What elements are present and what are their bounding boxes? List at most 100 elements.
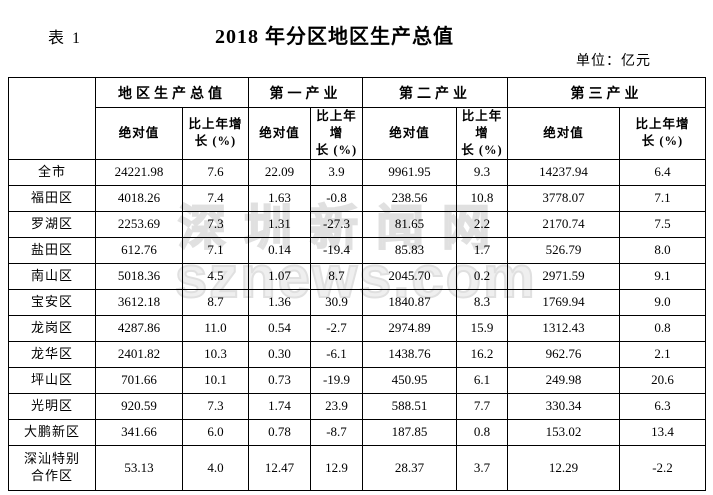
- value-cell: 7.3: [182, 210, 249, 238]
- table-row: 宝安区 3612.18 8.7 1.36 30.9 1840.87 8.3 1769.94 9.…: [8, 288, 706, 316]
- value-cell: 0.2: [456, 262, 508, 290]
- value-cell: 3.7: [456, 444, 508, 491]
- value-cell: 1.36: [248, 288, 311, 316]
- value-cell: 81.65: [362, 210, 457, 238]
- region-cell: 大鹏新区: [8, 418, 96, 446]
- unit-note: 单位：亿元: [576, 54, 651, 69]
- value-cell: 13.4: [619, 418, 706, 446]
- value-cell: -0.8: [310, 184, 363, 212]
- region-cell: 宝安区: [8, 288, 96, 316]
- value-cell: 1769.94: [507, 288, 620, 316]
- table-row: 南山区 5018.36 4.5 1.07 8.7 2045.70 0.2 2971.59 9.1: [8, 262, 706, 290]
- value-cell: 0.78: [248, 418, 311, 446]
- region-cell: 坪山区: [8, 366, 96, 394]
- value-cell: 6.4: [619, 158, 706, 186]
- value-cell: 7.3: [182, 392, 249, 420]
- value-cell: 187.85: [362, 418, 457, 446]
- value-cell: 7.4: [182, 184, 249, 212]
- value-cell: 2971.59: [507, 262, 620, 290]
- col-group-secondary-industry: 第二产业: [362, 77, 508, 108]
- value-cell: 10.1: [182, 366, 249, 394]
- value-cell: 249.98: [507, 366, 620, 394]
- value-cell: 4018.26: [95, 184, 183, 212]
- value-cell: 0.73: [248, 366, 311, 394]
- value-cell: 238.56: [362, 184, 457, 212]
- table-row: 大鹏新区 341.66 6.0 0.78 -8.7 187.85 0.8 153.02 13.4: [8, 418, 706, 446]
- value-cell: 22.09: [248, 158, 311, 186]
- value-cell: 24221.98: [95, 158, 183, 186]
- region-cell: 深汕特别 合作区: [8, 444, 96, 491]
- value-cell: 6.3: [619, 392, 706, 420]
- value-cell: 1312.43: [507, 314, 620, 342]
- value-cell: 8.0: [619, 236, 706, 264]
- value-cell: 3612.18: [95, 288, 183, 316]
- value-cell: 5018.36: [95, 262, 183, 290]
- col-group-gdp: 地区生产总值: [95, 77, 249, 108]
- value-cell: 8.7: [310, 262, 363, 290]
- value-cell: -2.2: [619, 444, 706, 491]
- value-cell: -6.1: [310, 340, 363, 368]
- value-cell: 1.63: [248, 184, 311, 212]
- value-cell: 23.9: [310, 392, 363, 420]
- value-cell: 6.0: [182, 418, 249, 446]
- value-cell: 2045.70: [362, 262, 457, 290]
- subheader-tertiary-absolute: 绝对值: [507, 107, 620, 160]
- gdp-table: 地区生产总值 第一产业 第二产业 第三产业 绝对值 比上年增 长 (%) 绝对值…: [8, 77, 706, 491]
- value-cell: 9.1: [619, 262, 706, 290]
- region-cell: 龙岗区: [8, 314, 96, 342]
- value-cell: 1840.87: [362, 288, 457, 316]
- region-cell: 全市: [8, 158, 96, 186]
- value-cell: -27.3: [310, 210, 363, 238]
- value-cell: 0.8: [619, 314, 706, 342]
- value-cell: 1.74: [248, 392, 311, 420]
- value-cell: 9961.95: [362, 158, 457, 186]
- value-cell: 1.31: [248, 210, 311, 238]
- table-row: 盐田区 612.76 7.1 0.14 -19.4 85.83 1.7 526.79 8.0: [8, 236, 706, 264]
- value-cell: 14237.94: [507, 158, 620, 186]
- value-cell: 7.6: [182, 158, 249, 186]
- value-cell: -19.9: [310, 366, 363, 394]
- value-cell: 3.9: [310, 158, 363, 186]
- value-cell: 612.76: [95, 236, 183, 264]
- value-cell: 0.14: [248, 236, 311, 264]
- value-cell: 7.5: [619, 210, 706, 238]
- table-row: 全市 24221.98 7.6 22.09 3.9 9961.95 9.3 14237.94 6…: [8, 158, 706, 186]
- value-cell: 2974.89: [362, 314, 457, 342]
- value-cell: 153.02: [507, 418, 620, 446]
- value-cell: 701.66: [95, 366, 183, 394]
- value-cell: 526.79: [507, 236, 620, 264]
- table-body: 全市 24221.98 7.6 22.09 3.9 9961.95 9.3 14237.94 6…: [8, 158, 706, 491]
- value-cell: 7.1: [182, 236, 249, 264]
- value-cell: 9.3: [456, 158, 508, 186]
- value-cell: 4.5: [182, 262, 249, 290]
- value-cell: 7.1: [619, 184, 706, 212]
- value-cell: 20.6: [619, 366, 706, 394]
- table-row: 深汕特别 合作区 53.13 4.0 12.47 12.9 28.37 3.7 12.29 -2…: [8, 444, 706, 491]
- value-cell: 0.8: [456, 418, 508, 446]
- value-cell: 962.76: [507, 340, 620, 368]
- value-cell: 1.7: [456, 236, 508, 264]
- value-cell: 15.9: [456, 314, 508, 342]
- value-cell: 8.3: [456, 288, 508, 316]
- value-cell: 1.07: [248, 262, 311, 290]
- table-header: 地区生产总值 第一产业 第二产业 第三产业 绝对值 比上年增 长 (%) 绝对值…: [8, 77, 706, 160]
- table-row: 坪山区 701.66 10.1 0.73 -19.9 450.95 6.1 249.98 20.…: [8, 366, 706, 394]
- subheader-secondary-growth: 比上年增 长 (%): [456, 107, 508, 160]
- value-cell: 7.7: [456, 392, 508, 420]
- header-group-row: 地区生产总值 第一产业 第二产业 第三产业: [8, 77, 706, 160]
- value-cell: 8.7: [182, 288, 249, 316]
- value-cell: 53.13: [95, 444, 183, 491]
- header-sub-row: 绝对值 比上年增 长 (%) 绝对值 比上年增 长 (%) 绝对值 比上年增 长…: [9, 107, 706, 160]
- value-cell: 12.29: [507, 444, 620, 491]
- value-cell: 2.1: [619, 340, 706, 368]
- value-cell: 341.66: [95, 418, 183, 446]
- value-cell: 12.9: [310, 444, 363, 491]
- subheader-secondary-absolute: 绝对值: [362, 107, 457, 160]
- value-cell: 2401.82: [95, 340, 183, 368]
- region-cell: 光明区: [8, 392, 96, 420]
- region-cell: 盐田区: [8, 236, 96, 264]
- subheader-primary-absolute: 绝对值: [248, 107, 311, 160]
- value-cell: -19.4: [310, 236, 363, 264]
- col-group-primary-industry: 第一产业: [248, 77, 363, 108]
